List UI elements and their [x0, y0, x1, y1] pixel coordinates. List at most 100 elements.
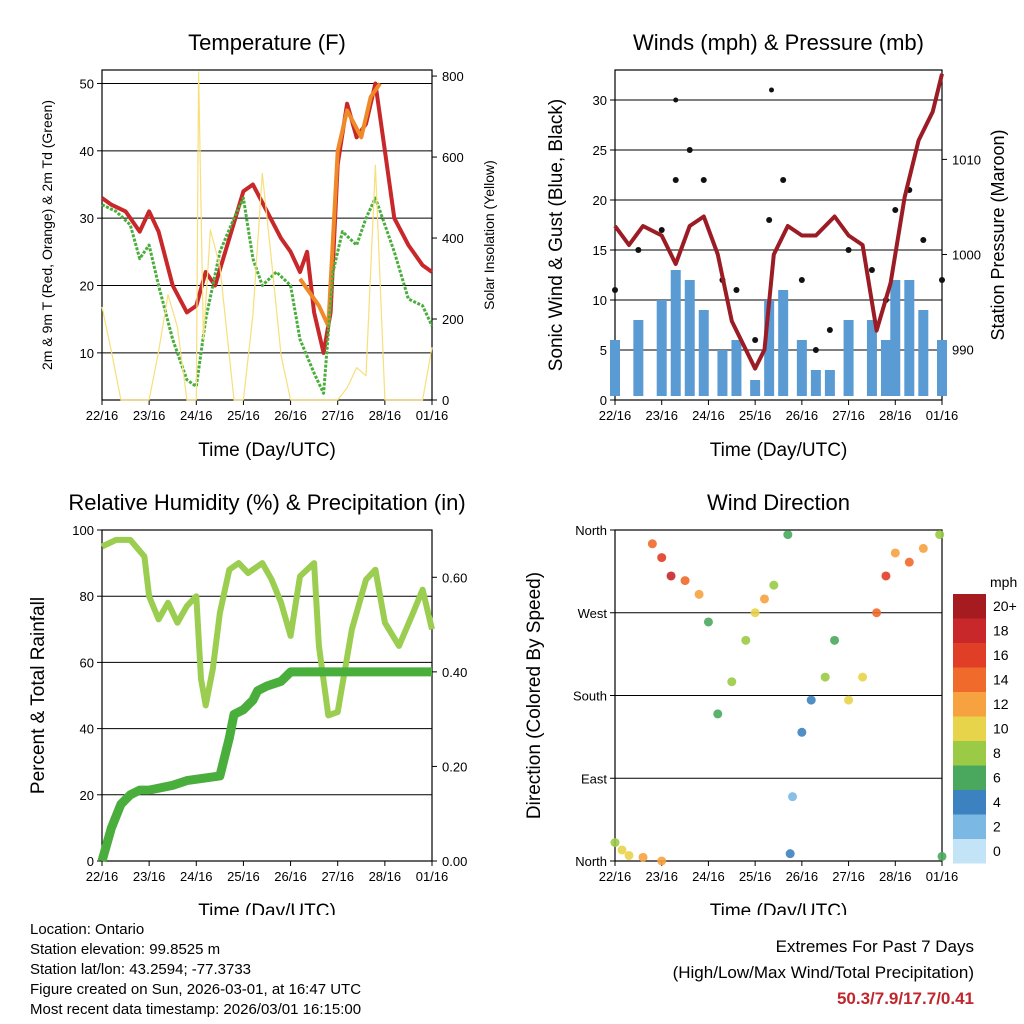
y2-tick-label: 600 [442, 150, 464, 165]
direction-point [617, 845, 627, 855]
wind-bar [843, 320, 854, 396]
wind-bar [684, 280, 695, 396]
colorbar-swatch [953, 618, 986, 643]
gust-point [672, 177, 679, 183]
direction-point [785, 849, 795, 859]
gust-point [700, 177, 707, 183]
y-tick-label: 20 [80, 788, 94, 803]
wind-bar [824, 370, 835, 396]
y-tick-label: East [581, 771, 607, 786]
direction-point [881, 571, 891, 581]
wind-bar [778, 290, 789, 396]
direction-point [759, 594, 769, 604]
gust-point [826, 327, 833, 333]
x-tick-label: 22/16 [86, 408, 119, 423]
direction-point [844, 695, 854, 705]
y-tick-label: 40 [80, 144, 94, 159]
colorbar-title: mph [990, 574, 1017, 590]
series-line-solar-insolation [101, 71, 433, 401]
gust-point [658, 227, 665, 233]
colorbar-swatch [953, 594, 986, 619]
winds-pressure-panel: 0 5 10 15 20 25 30 22/16 23/16 24/16 25/16 26/16 27/… [546, 30, 1008, 461]
y-tick-label: 0 [87, 854, 94, 869]
y-tick-label: South [573, 689, 607, 704]
colorbar-label: 20+ [993, 598, 1017, 614]
x-tick-label: 24/16 [180, 408, 213, 423]
gust-point [812, 347, 819, 353]
wind-bar [698, 310, 709, 396]
station-info: Location: Ontario Station elevation: 99.… [30, 920, 361, 1020]
gust-point [733, 287, 740, 293]
y2-tick-label: 200 [442, 312, 464, 327]
x-axis-label: Time (Day/UTC) [710, 901, 848, 915]
y-tick-label: North [575, 854, 607, 869]
direction-point [797, 727, 807, 737]
direction-point [858, 672, 868, 682]
y-tick-label: 0 [600, 393, 607, 408]
y-axis-label: Sonic Wind & Gust (Blue, Black) [546, 99, 567, 371]
gust-point [612, 287, 618, 293]
colorbar-swatch [953, 741, 986, 766]
direction-point [647, 539, 657, 549]
station-location: Location: Ontario [30, 921, 145, 938]
x-tick-label: 27/16 [321, 408, 354, 423]
x-tick-label: 01/16 [416, 408, 449, 423]
station-elevation: Station elevation: 99.8525 m [30, 941, 221, 958]
y-tick-label: 25 [593, 143, 607, 158]
colorbar-swatch [953, 765, 986, 790]
gust-point [780, 177, 787, 183]
series-line-station-pressure [613, 73, 944, 371]
direction-point [806, 695, 816, 705]
wind-bar [904, 280, 915, 396]
x-tick-label: 01/16 [416, 869, 449, 884]
direction-point [727, 677, 737, 687]
gust-point [939, 277, 945, 283]
x-tick-label: 24/16 [180, 869, 213, 884]
y-tick-label: 5 [600, 343, 607, 358]
gust-outlier [673, 97, 679, 103]
direction-point [769, 580, 779, 590]
colorbar-label: 2 [993, 819, 1001, 835]
colorbar-swatch [953, 716, 986, 741]
direction-point [638, 852, 648, 862]
series-line-2m-td [101, 196, 434, 395]
x-axis-label: Time (Day/UTC) [198, 901, 336, 915]
direction-point [783, 530, 793, 540]
y-tick-label: 10 [593, 293, 607, 308]
extremes-values: 50.3/7.9/17.7/0.41 [836, 989, 974, 1008]
colorbar-swatch [953, 790, 986, 815]
x-tick-label: 22/16 [86, 869, 119, 884]
direction-point [937, 851, 947, 861]
x-tick-label: 26/16 [274, 408, 307, 423]
direction-point [918, 543, 928, 553]
x-tick-label: 01/16 [926, 408, 959, 423]
wind-bar [937, 340, 947, 396]
gust-point [752, 337, 759, 343]
wind-bar [717, 350, 728, 396]
wind-bar [750, 380, 761, 396]
colorbar-label: 14 [993, 672, 1009, 688]
gust-point [892, 207, 899, 213]
wind-bar [731, 340, 742, 396]
colorbar-swatch [953, 839, 986, 864]
y-tick-label: West [578, 606, 608, 621]
gust-point [920, 237, 927, 243]
figure-created: Figure created on Sun, 2026-03-01, at 16… [30, 981, 362, 998]
x-tick-label: 25/16 [739, 869, 772, 884]
chart-title: Wind Direction [707, 490, 850, 515]
x-tick-label: 27/16 [832, 408, 865, 423]
x-tick-label: 25/16 [739, 408, 772, 423]
wind-bar [880, 340, 891, 396]
wind-bar [796, 340, 807, 396]
y-tick-label: 40 [80, 722, 94, 737]
gust-point [845, 247, 852, 253]
direction-point [713, 709, 723, 719]
y-axis-label: Percent & Total Rainfall [28, 597, 49, 794]
colorbar-label: 8 [993, 745, 1001, 761]
direction-point [830, 635, 840, 645]
plot-frame [614, 69, 943, 401]
x-tick-label: 22/16 [599, 408, 632, 423]
colorbar-label: 0 [993, 843, 1001, 859]
y-tick-label: 15 [593, 243, 607, 258]
